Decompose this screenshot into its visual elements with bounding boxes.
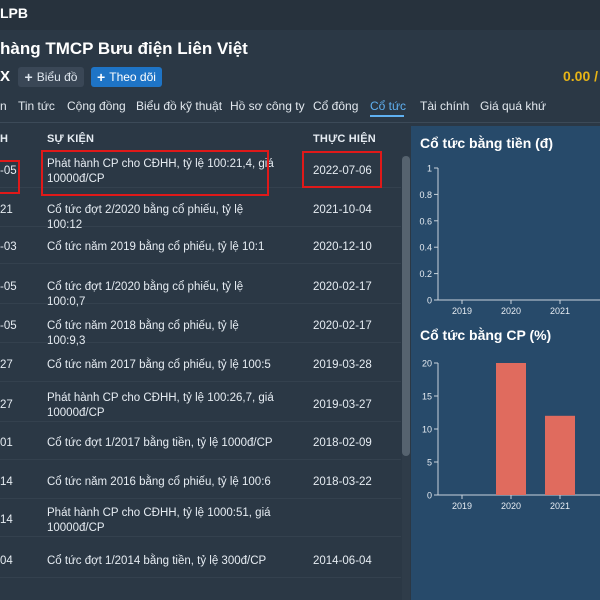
row-event: Cổ tức đợt 1/2020 bằng cổ phiếu, tỷ lệ 1… (47, 281, 244, 308)
chart-button-label: Biểu đồ (36, 70, 78, 84)
row-date: 01 (0, 437, 13, 449)
table-row[interactable]: -05 Phát hành CP cho CĐHH, tỷ lệ 100:21,4… (0, 150, 401, 188)
highlight-box-date (0, 160, 20, 194)
x-tick-label: 2020 (501, 306, 521, 316)
chart-button[interactable]: + Biểu đồ (18, 67, 84, 87)
top-bar: LPB (0, 0, 600, 30)
x-tick-label: 2021 (550, 306, 570, 316)
row-exec: 2020-12-10 (313, 241, 372, 253)
table-row[interactable]: -05 Cổ tức đợt 1/2020 bằng cổ phiếu, tỷ l… (0, 266, 401, 308)
chart-panel: Cổ tức bằng tiền (đ) 0 0.2 0.4 0.6 0.8 1 2019 2… (411, 126, 600, 600)
highlight-box-event (41, 150, 269, 196)
tab-bar: n Tin tức Cộng đồng Biểu đồ kỹ thuật Hồ … (0, 96, 600, 120)
table-row[interactable]: 14 Phát hành CP cho CĐHH, tỷ lệ 1000:51, … (0, 499, 401, 537)
y-tick-label: 10 (422, 425, 432, 435)
exchange-label: X (0, 68, 11, 85)
cash-dividend-chart-title: Cổ tức bằng tiền (đ) (420, 135, 554, 151)
row-exec: 2019-03-27 (313, 399, 372, 411)
table-row[interactable]: 14 Cổ tức năm 2016 bằng cổ phiếu, tỷ lệ 1… (0, 461, 401, 499)
follow-button-label: Theo dõi (109, 70, 156, 84)
row-date: -03 (0, 241, 17, 253)
table-row[interactable]: -05 Cổ tức năm 2018 bằng cổ phiếu, tỷ lệ … (0, 305, 401, 347)
row-event: Cổ tức năm 2016 bằng cổ phiếu, tỷ lệ 100… (47, 476, 271, 488)
row-date: 04 (0, 555, 13, 567)
y-tick-label: 0.4 (419, 243, 432, 253)
table-header: H SỰ KIỆN THỰC HIỆN (0, 126, 401, 150)
y-tick-label: 0 (427, 296, 432, 306)
active-tab-indicator (370, 115, 404, 117)
y-tick-label: 0 (427, 491, 432, 501)
row-exec: 2020-02-17 (313, 281, 372, 293)
stock-symbol: LPB (0, 5, 28, 21)
tab-dividends[interactable]: Cổ tức (370, 99, 407, 113)
header-event: SỰ KIỆN (47, 133, 95, 145)
row-event: Cổ tức đợt 1/2017 bằng tiền, tỷ lệ 1000đ… (47, 437, 273, 449)
row-date: -05 (0, 281, 17, 293)
tab-overview[interactable]: n (0, 99, 7, 113)
row-exec: 2019-03-28 (313, 359, 372, 371)
tab-community[interactable]: Cộng đồng (67, 99, 126, 113)
row-event: Phát hành CP cho CĐHH, tỷ lệ 1000:51, gi… (47, 507, 271, 534)
row-exec: 2021-10-04 (313, 204, 372, 216)
row-event: Cổ tức năm 2017 bằng cổ phiếu, tỷ lệ 100… (47, 359, 271, 371)
header-date: H (0, 133, 9, 145)
row-date: 14 (0, 476, 13, 488)
x-tick-label: 2019 (452, 306, 472, 316)
x-tick-label: 2019 (452, 501, 472, 511)
row-date: -05 (0, 165, 17, 177)
plus-icon: + (24, 69, 33, 85)
y-tick-label: 0.6 (419, 216, 432, 226)
table-row[interactable]: 27 Cổ tức năm 2017 bằng cổ phiếu, tỷ lệ 1… (0, 344, 401, 382)
share-dividend-chart-title: Cổ tức bằng CP (%) (420, 327, 552, 343)
tab-divider (0, 122, 600, 123)
y-tick-label: 0.8 (419, 190, 432, 200)
row-date: 27 (0, 359, 13, 371)
row-date: -05 (0, 320, 17, 332)
row-event: Cổ tức năm 2019 bằng cổ phiếu, tỷ lệ 10:… (47, 241, 265, 253)
row-date: 14 (0, 514, 13, 526)
row-event: Cổ tức năm 2018 bằng cổ phiếu, tỷ lệ 100… (47, 320, 239, 347)
bar (545, 415, 575, 495)
tab-financials[interactable]: Tài chính (420, 99, 470, 113)
bar (496, 363, 526, 495)
table-row[interactable]: 27 Phát hành CP cho CĐHH, tỷ lệ 100:26,7,… (0, 384, 401, 422)
table-row[interactable]: 04 Cổ tức đợt 1/2014 bằng tiền, tỷ lệ 300… (0, 540, 401, 578)
x-tick-label: 2020 (501, 501, 521, 511)
row-date: 21 (0, 204, 13, 216)
tab-price-history[interactable]: Giá quá khứ (480, 99, 547, 113)
dividend-table: H SỰ KIỆN THỰC HIỆN -05 Phát hành CP cho … (0, 126, 401, 600)
tab-company-profile[interactable]: Hồ sơ công ty (230, 99, 305, 113)
row-exec: 2014-06-04 (313, 555, 372, 567)
row-event: Cổ tức đợt 1/2014 bằng tiền, tỷ lệ 300đ/… (47, 555, 267, 567)
cash-dividend-chart: 0 0.2 0.4 0.6 0.8 1 2019 2020 2021 (419, 164, 600, 316)
plus-icon: + (97, 69, 106, 85)
row-exec: 2018-02-09 (313, 437, 372, 449)
y-tick-label: 5 (427, 458, 432, 468)
row-event: Cổ tức đợt 2/2020 bằng cổ phiếu, tỷ lệ 1… (47, 204, 244, 231)
row-exec: 2018-03-22 (313, 476, 372, 488)
row-exec: 2022-07-06 (313, 165, 372, 177)
highlight-box-exec (302, 151, 382, 188)
row-event: Phát hành CP cho CĐHH, tỷ lệ 100:21,4, g… (47, 158, 274, 185)
tab-technical-chart[interactable]: Biểu đồ kỹ thuật (136, 99, 223, 113)
y-tick-label: 0.2 (419, 269, 432, 279)
table-row[interactable]: 21 Cổ tức đợt 2/2020 bằng cổ phiếu, tỷ lệ… (0, 189, 401, 231)
share-dividend-chart: 0 5 10 15 20 2019 2020 2021 (422, 359, 600, 511)
scrollbar-thumb[interactable] (402, 156, 410, 456)
price-display: 0.00 / (563, 68, 599, 84)
y-tick-label: 20 (422, 359, 432, 369)
follow-button[interactable]: + Theo dõi (91, 67, 162, 87)
tab-shareholders[interactable]: Cổ đông (313, 99, 359, 113)
row-event: Phát hành CP cho CĐHH, tỷ lệ 100:26,7, g… (47, 392, 274, 419)
y-tick-label: 1 (427, 164, 432, 174)
y-tick-label: 15 (422, 392, 432, 402)
header-exec: THỰC HIỆN (313, 133, 376, 145)
row-date: 27 (0, 399, 13, 411)
table-row[interactable]: 01 Cổ tức đợt 1/2017 bằng tiền, tỷ lệ 100… (0, 422, 401, 460)
company-name: hàng TMCP Bưu điện Liên Việt (0, 39, 248, 58)
tab-news[interactable]: Tin tức (18, 99, 55, 113)
row-exec: 2020-02-17 (313, 320, 372, 332)
x-tick-label: 2021 (550, 501, 570, 511)
table-row[interactable]: -03 Cổ tức năm 2019 bằng cổ phiếu, tỷ lệ … (0, 226, 401, 264)
